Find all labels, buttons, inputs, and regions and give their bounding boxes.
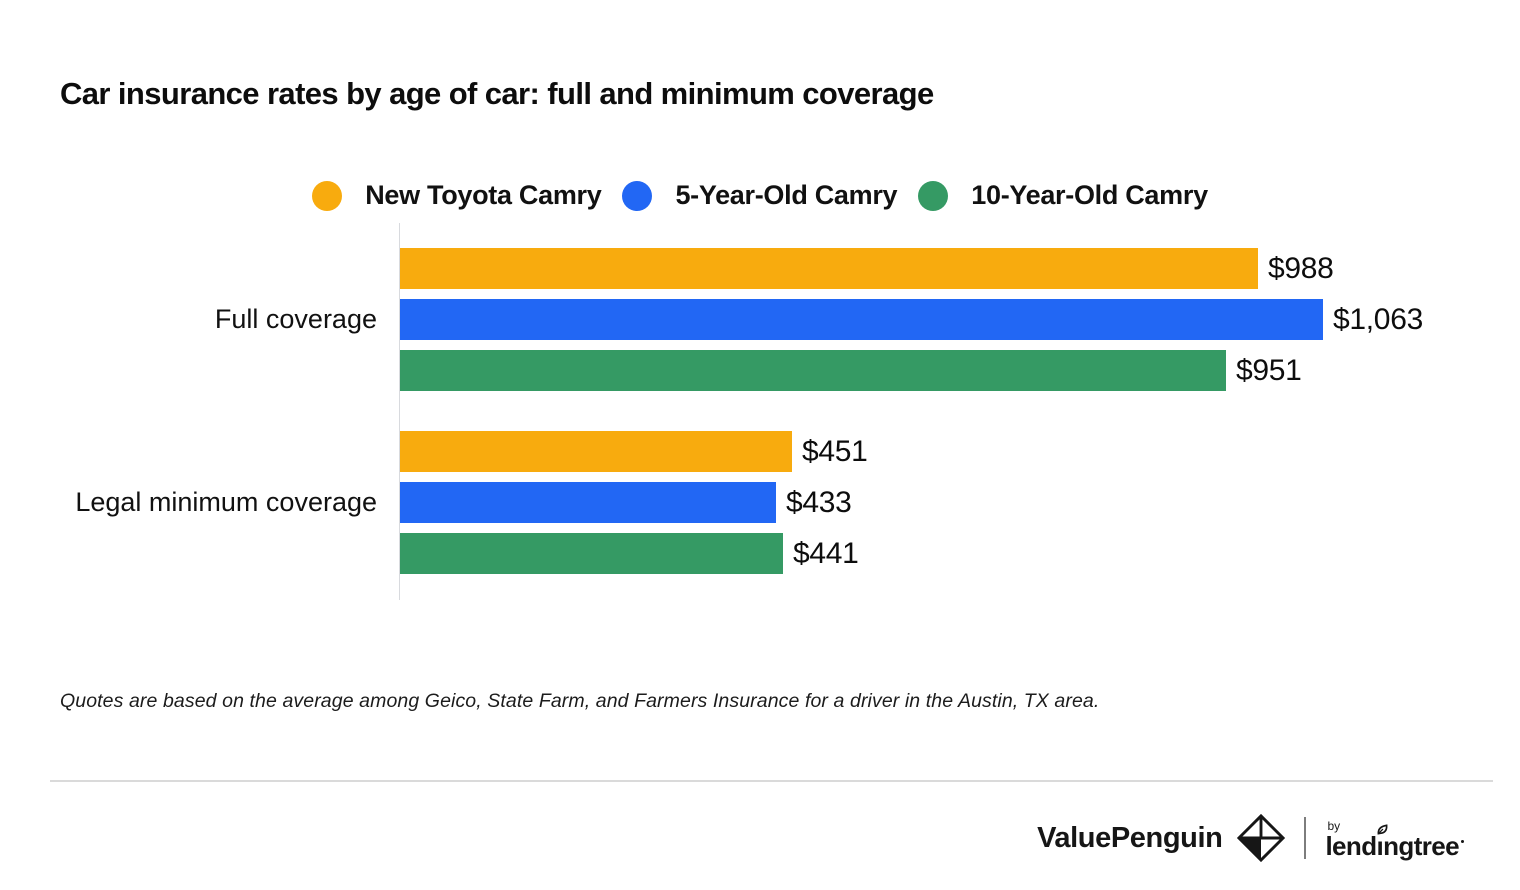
bar-value-label: $441 [793, 536, 859, 570]
footnote: Quotes are based on the average among Ge… [60, 690, 1100, 712]
legend-item: 5-Year-Old Camry [622, 180, 898, 211]
legend-item: New Toyota Camry [312, 180, 602, 211]
bar [400, 431, 792, 472]
lendingtree-by-label: by [1327, 818, 1341, 833]
lendingtree-wordmark: lend ı ngtree [1325, 823, 1464, 859]
valuepenguin-logo-icon [1237, 814, 1286, 862]
bar [400, 350, 1226, 391]
bar-group: Full coverage $988 $1,063 $951 [215, 248, 1449, 391]
legend-label: 5-Year-Old Camry [675, 180, 898, 210]
page-title: Car insurance rates by age of car: full … [60, 76, 934, 111]
footer-divider-line [1304, 817, 1307, 859]
legend-label: New Toyota Camry [365, 180, 602, 210]
bar-row: $1,063 [400, 299, 1449, 340]
bar-value-label: $1,063 [1333, 302, 1423, 336]
bar [400, 299, 1323, 340]
bar-value-label: $433 [786, 485, 852, 519]
footer-branding: ValuePenguin by lend ı ngtree [1037, 810, 1464, 866]
trademark-dot [1461, 839, 1464, 843]
bar [400, 248, 1258, 289]
bar-row: $951 [400, 350, 1449, 391]
bar [400, 482, 776, 523]
valuepenguin-wordmark: ValuePenguin [1037, 821, 1223, 854]
bar-value-label: $951 [1236, 353, 1302, 387]
bar-value-label: $988 [1268, 251, 1334, 285]
category-label: Full coverage [214, 304, 377, 334]
horizontal-divider [50, 780, 1493, 782]
legend-label: 10-Year-Old Camry [971, 180, 1208, 210]
bar-value-label: $451 [802, 434, 868, 468]
lendingtree-logo: by lend ı ngtree [1325, 818, 1464, 859]
legend-color-dot [918, 180, 949, 211]
bar-group: Legal minimum coverage $451 $433 $441 [75, 431, 1449, 574]
bar-row: $441 [400, 533, 1449, 574]
bar-row: $433 [400, 482, 1449, 523]
category-label: Legal minimum coverage [75, 487, 377, 517]
legend-color-dot [622, 180, 653, 211]
legend-color-dot [312, 180, 343, 211]
bar [400, 533, 783, 574]
leaf-icon [1377, 823, 1387, 835]
bar-chart: Full coverage $988 $1,063 $951 Legal minimum… [75, 223, 1449, 600]
legend: New Toyota Camry 5-Year-Old Camry 10-Year-… [0, 180, 1520, 211]
bar-row: $988 [400, 248, 1449, 289]
bar-row: $451 [400, 431, 1449, 472]
legend-item: 10-Year-Old Camry [918, 180, 1208, 211]
